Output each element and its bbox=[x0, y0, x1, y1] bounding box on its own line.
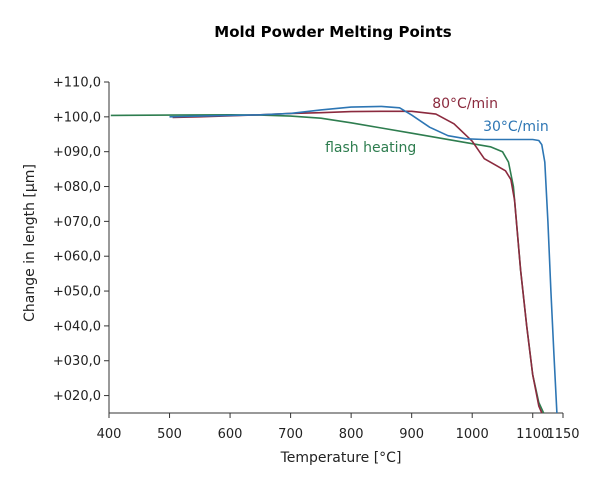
x-tick-label: 1100 bbox=[516, 427, 549, 442]
y-tick-label: +050,0 bbox=[53, 285, 101, 300]
y-tick-label: +080,0 bbox=[53, 180, 101, 195]
x-tick-label: 1000 bbox=[456, 427, 489, 442]
x-tick-label: 1150 bbox=[546, 427, 579, 442]
y-tick-label: +030,0 bbox=[53, 354, 101, 369]
x-tick-label: 800 bbox=[339, 427, 364, 442]
y-axis-ticks: +020,0 +030,0 +040,0 +050,0 +060,0 +070,0 +080… bbox=[53, 76, 109, 404]
x-tick-label: 600 bbox=[218, 427, 243, 442]
series-label: flash heating bbox=[325, 140, 416, 156]
x-axis-label: Temperature [°C] bbox=[280, 450, 402, 466]
y-tick-label: +060,0 bbox=[53, 250, 101, 265]
series-line-80-c-min bbox=[172, 110, 543, 414]
x-tick-label: 700 bbox=[278, 427, 303, 442]
series-label: 80°C/min bbox=[432, 96, 498, 112]
x-tick-label: 500 bbox=[157, 427, 182, 442]
series-label: 30°C/min bbox=[483, 119, 549, 135]
y-tick-label: +040,0 bbox=[53, 319, 101, 334]
y-tick-label: +070,0 bbox=[53, 215, 101, 230]
y-tick-label: +090,0 bbox=[53, 145, 101, 160]
y-tick-label: +100,0 bbox=[53, 110, 101, 125]
series-line-30-c-min bbox=[169, 105, 558, 414]
y-tick-label: +020,0 bbox=[53, 389, 101, 404]
series-line-flash-heating bbox=[110, 114, 545, 414]
series-lines bbox=[110, 105, 558, 414]
chart-title: Mold Powder Melting Points bbox=[214, 23, 452, 41]
y-axis-label: Change in length [µm] bbox=[22, 164, 38, 322]
y-tick-label: +110,0 bbox=[53, 76, 101, 91]
x-tick-label: 900 bbox=[399, 427, 424, 442]
plot-area: +020,0 +030,0 +040,0 +050,0 +060,0 +070,0 +080… bbox=[53, 76, 580, 443]
x-tick-label: 400 bbox=[97, 427, 122, 442]
series-labels: flash heating 80°C/min 30°C/min bbox=[325, 96, 549, 156]
